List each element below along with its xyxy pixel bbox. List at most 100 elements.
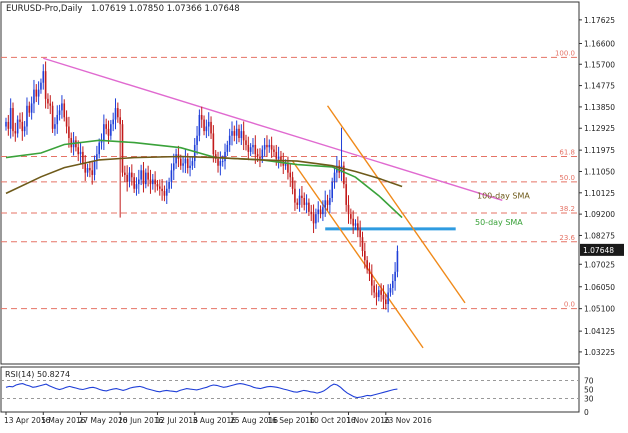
y-tick-label: 1.08275	[584, 231, 615, 240]
candle-body	[357, 223, 359, 231]
candle-body	[219, 161, 222, 166]
y-tick-label: 1.07025	[584, 260, 615, 269]
x-tick-label: 5 May 2016	[41, 416, 85, 425]
candle-body	[184, 158, 187, 164]
candle-body	[126, 174, 128, 182]
candle-body	[277, 156, 280, 159]
candle-body	[191, 161, 194, 166]
candle-body	[93, 161, 96, 175]
candle-body	[310, 211, 313, 215]
candle-body	[170, 170, 173, 182]
candle-body	[396, 251, 399, 272]
candle-body	[352, 218, 354, 226]
100-day-sma-line	[5, 155, 403, 195]
candle-body	[205, 126, 208, 132]
candle-body	[91, 170, 94, 175]
ohlc-readout: 1.07619 1.07850 1.07366 1.07648	[91, 4, 240, 14]
candle-body	[7, 121, 10, 129]
candle-body	[347, 204, 350, 215]
x-tick-label: 12 Jul 2016	[155, 416, 198, 425]
channel-lower-line	[292, 160, 424, 349]
candle-body	[366, 260, 368, 270]
candle-body	[259, 156, 261, 159]
candle-body	[105, 124, 107, 129]
candle-body	[326, 200, 329, 205]
fib-level-label: 23.6	[559, 234, 575, 242]
candle-body	[44, 71, 47, 99]
candle-body	[140, 170, 142, 180]
candle-body	[252, 144, 254, 148]
candle-body	[289, 172, 292, 178]
last-price-box	[580, 243, 624, 256]
y-tick-label: 1.04125	[584, 327, 615, 336]
candle-body	[263, 144, 266, 150]
candle-body	[268, 144, 271, 148]
candle-body	[158, 186, 161, 189]
candle-body	[340, 165, 343, 173]
candle-body	[387, 292, 389, 305]
candle-body	[308, 202, 310, 212]
candle-body	[42, 71, 45, 83]
candle-body	[165, 188, 168, 196]
candle-body	[154, 179, 156, 185]
candle-body	[65, 117, 68, 127]
candle-body	[86, 168, 89, 173]
candle-body	[9, 108, 12, 129]
y-tick-label: 1.12925	[584, 124, 615, 133]
candle-body	[131, 172, 133, 178]
candle-body	[305, 202, 308, 205]
candle-body	[23, 126, 26, 132]
y-tick-label: 1.09200	[584, 210, 615, 219]
candle-body	[156, 184, 159, 187]
y-tick-label: 1.03225	[584, 348, 615, 357]
candle-body	[301, 195, 303, 198]
50-day-sma-line	[5, 139, 403, 219]
candle-body	[103, 124, 105, 141]
candle-body	[333, 172, 336, 182]
candle-body	[114, 108, 117, 120]
candle-body	[378, 290, 380, 298]
y-tick-label: 1.10125	[584, 189, 615, 198]
candle-body	[145, 172, 147, 185]
candle-body	[275, 151, 278, 159]
fib-level-label: 61.8	[559, 148, 575, 156]
x-tick-label: 20 Jun 2016	[118, 416, 163, 425]
rsi-line	[5, 383, 398, 399]
candle-body	[168, 181, 170, 189]
candle-body	[163, 191, 166, 196]
candle-body	[82, 151, 84, 164]
rsi-y-tick-label: 30	[584, 395, 594, 404]
candle-body	[135, 184, 138, 189]
candle-body	[324, 200, 327, 208]
candle-body	[380, 290, 382, 295]
candle-body	[235, 128, 238, 136]
candle-body	[35, 89, 38, 97]
fib-level-label: 50.0	[559, 174, 575, 182]
candle-body	[240, 131, 243, 139]
candle-body	[47, 98, 49, 104]
candle-body	[312, 214, 315, 224]
rsi-title: RSI(14) 50.8274	[5, 370, 70, 379]
candle-body	[138, 179, 140, 185]
candle-body	[161, 188, 163, 192]
candle-body	[117, 108, 119, 118]
candle-body	[196, 135, 198, 145]
candle-body	[261, 149, 264, 159]
candle-body	[317, 209, 320, 215]
candle-body	[249, 147, 252, 152]
candle-body	[359, 230, 361, 238]
candle-body	[228, 135, 231, 145]
candle-body	[68, 126, 70, 139]
candle-body	[389, 287, 392, 293]
symbol-title: EURUSD-Pro,Daily	[6, 4, 82, 14]
candle-body	[371, 274, 373, 286]
candle-body	[30, 103, 33, 113]
x-tick-label: 3 Aug 2016	[193, 416, 236, 425]
rsi-y-tick-label: 0	[584, 408, 589, 417]
candle-body	[221, 161, 224, 163]
candle-body	[121, 124, 124, 173]
candle-body	[368, 269, 371, 275]
candle-body	[21, 121, 24, 132]
candle-body	[37, 89, 40, 97]
